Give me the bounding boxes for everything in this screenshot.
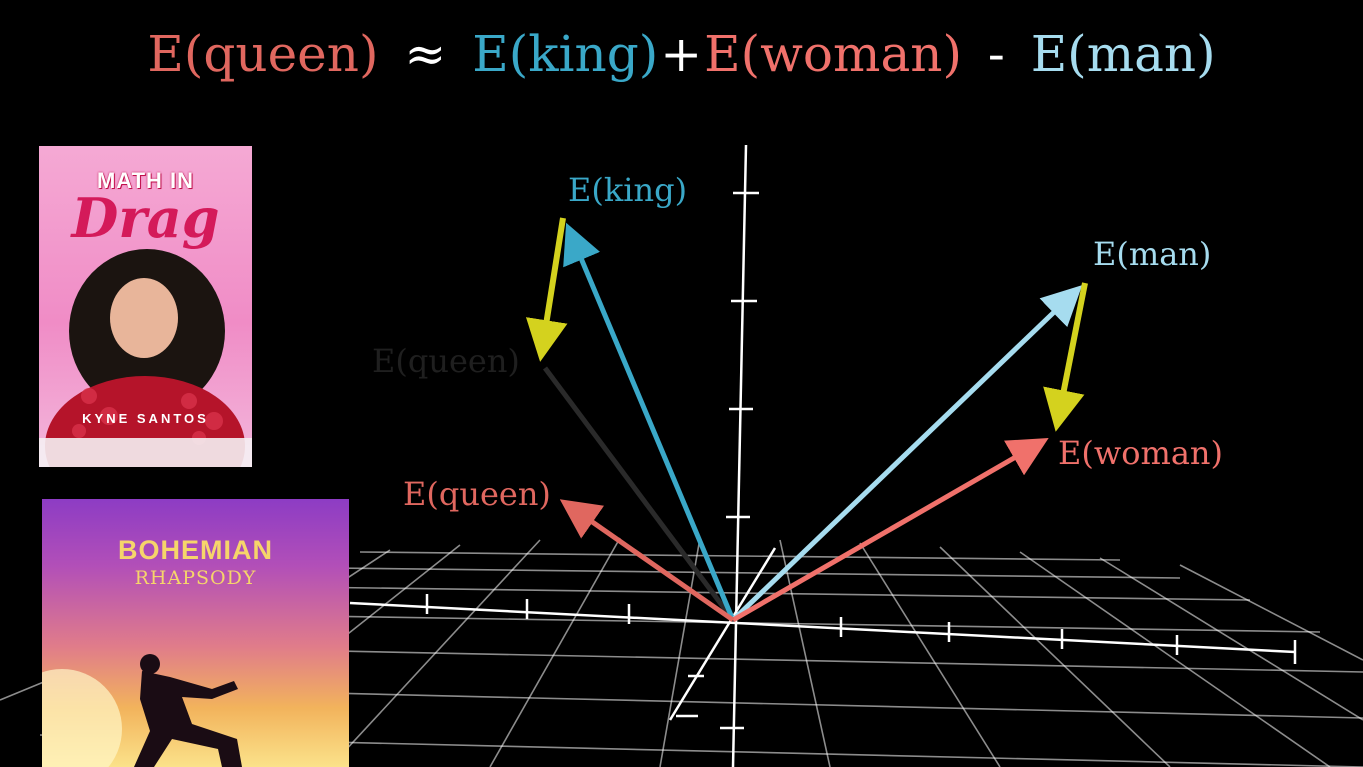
queen-ghost-vector bbox=[542, 366, 736, 622]
equation-minus: - bbox=[987, 25, 1005, 83]
cover-script-title: Drag bbox=[71, 186, 220, 250]
cover-author: KYNE SANTOS bbox=[82, 411, 209, 426]
z-axis bbox=[668, 547, 777, 721]
difference-vector-man bbox=[1043, 282, 1088, 432]
cover-subtitle: RHAPSODY bbox=[134, 567, 257, 589]
queen-ghost-label: E(queen) bbox=[372, 342, 520, 380]
woman-vector bbox=[731, 438, 1049, 623]
equation-term-man: E(man) bbox=[1030, 25, 1216, 83]
cover-title: BOHEMIAN bbox=[118, 535, 273, 565]
y-axis bbox=[731, 144, 748, 767]
equation-term-king: E(king) bbox=[472, 25, 659, 83]
equation-approx: ≈ bbox=[404, 25, 447, 83]
x-axis bbox=[349, 601, 1296, 654]
difference-vector-king bbox=[525, 217, 568, 362]
queen-vector bbox=[559, 499, 735, 623]
equation-plus: + bbox=[660, 25, 703, 83]
equation: E(queen) ≈ E(king)+E(woman) - E(man) bbox=[0, 22, 1363, 86]
equation-lhs: E(queen) bbox=[147, 25, 379, 83]
portrait-illustration bbox=[39, 249, 252, 467]
equation-term-woman: E(woman) bbox=[704, 25, 962, 83]
queen-label: E(queen) bbox=[403, 475, 551, 513]
axes bbox=[349, 144, 1297, 767]
woman-label: E(woman) bbox=[1058, 434, 1223, 472]
cover-title: MATH IN bbox=[96, 168, 195, 193]
king-label: E(king) bbox=[568, 171, 687, 209]
math-in-drag-cover: MATH IN Drag KYNE SANTOS bbox=[39, 146, 252, 467]
performer-silhouette bbox=[42, 654, 242, 767]
man-vector bbox=[731, 285, 1083, 622]
man-label: E(man) bbox=[1093, 235, 1211, 273]
bohemian-rhapsody-cover: BOHEMIAN RHAPSODY bbox=[42, 499, 349, 767]
king-vector bbox=[563, 222, 736, 621]
